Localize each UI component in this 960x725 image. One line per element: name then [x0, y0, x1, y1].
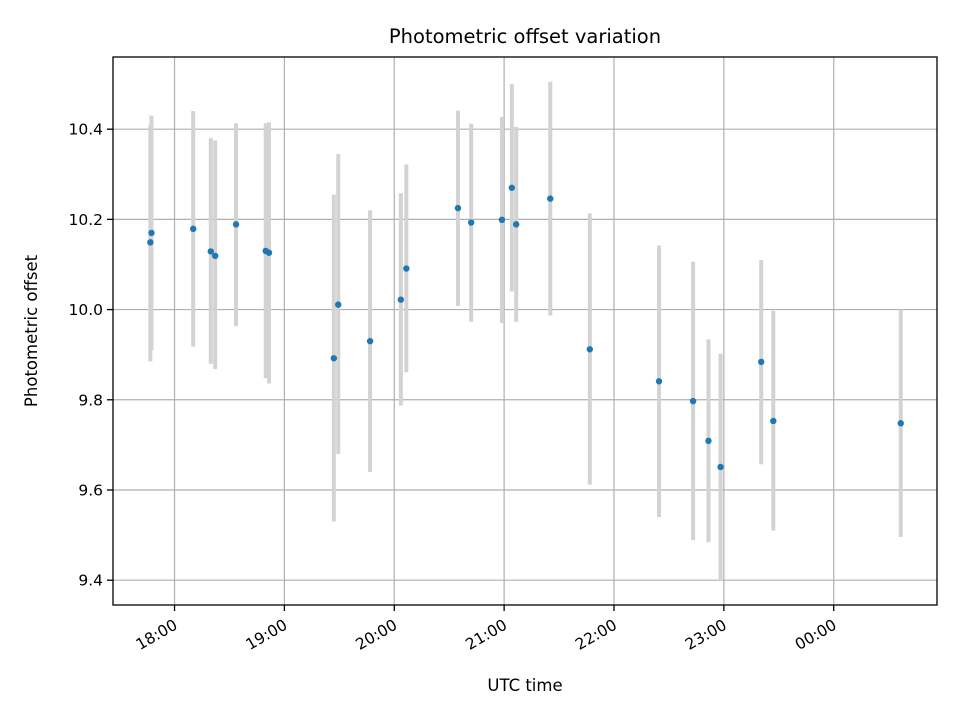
y-tick-label: 9.4 [78, 572, 103, 590]
data-point [467, 219, 475, 226]
data-point [758, 358, 765, 366]
data-point [366, 337, 374, 345]
x-axis-label: UTC time [487, 676, 562, 695]
data-point [586, 346, 594, 353]
data-point [498, 216, 506, 224]
data-point [770, 417, 777, 425]
y-axis-label: Photometric offset [22, 254, 41, 407]
data-point [232, 221, 240, 228]
y-tick-label: 10.4 [68, 121, 103, 139]
y-tick-label: 10.0 [68, 301, 103, 319]
chart-title: Photometric offset variation [389, 25, 661, 48]
data-point [897, 420, 904, 427]
data-point [330, 355, 338, 362]
data-point [689, 397, 697, 405]
data-point [265, 249, 273, 256]
data-point [454, 204, 462, 212]
y-tick-label: 10.2 [68, 211, 103, 229]
data-point [147, 239, 154, 246]
plot-frame [112, 56, 938, 606]
data-point [335, 301, 342, 308]
data-point [705, 437, 712, 445]
data-point [207, 248, 214, 255]
data-point [148, 229, 155, 237]
data-point [211, 252, 219, 260]
data-points [147, 184, 904, 471]
y-tick-label: 9.8 [78, 391, 103, 409]
data-point [403, 265, 410, 272]
data-point [190, 225, 197, 233]
grid-lines [113, 57, 937, 605]
data-point [513, 221, 520, 228]
data-point [508, 184, 516, 191]
data-point [397, 296, 405, 303]
data-point [717, 463, 724, 471]
data-point [547, 195, 554, 202]
y-tick-label: 9.6 [78, 481, 103, 499]
data-point [655, 378, 663, 385]
